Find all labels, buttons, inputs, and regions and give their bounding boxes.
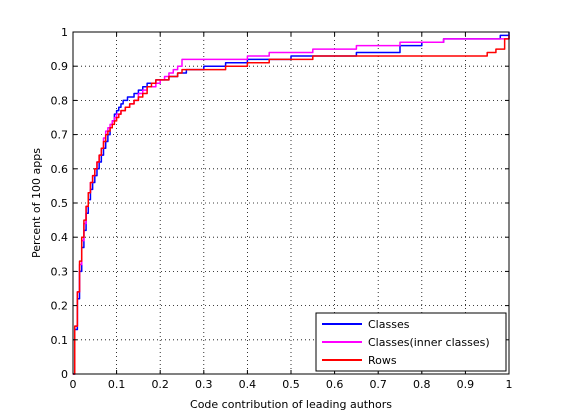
y-tick-label: 0.8 [51, 94, 69, 107]
x-tick-label: 0.5 [282, 378, 300, 391]
x-tick-label: 0.2 [151, 378, 169, 391]
series-line-classes [73, 32, 510, 375]
y-tick-label: 0.6 [51, 163, 69, 176]
y-tick-label: 0.4 [51, 231, 69, 244]
x-tick-label: 0.6 [326, 378, 344, 391]
y-tick-label: 0.7 [51, 129, 69, 142]
x-tick-label: 0 [70, 378, 77, 391]
y-tick-label: 0.1 [51, 334, 69, 347]
x-tick-label: 0.9 [457, 378, 475, 391]
legend-label-classes: Classes [368, 318, 410, 331]
x-tick-label: 0.1 [108, 378, 126, 391]
legend: Classes Classes(inner classes) Rows [315, 312, 507, 372]
y-tick-label: 0.3 [51, 265, 69, 278]
x-tick-label: 0.7 [369, 378, 387, 391]
x-tick-labels: 0 0.1 0.2 0.3 0.4 0.5 0.6 0.7 0.8 0.9 1 [70, 378, 513, 391]
y-tick-label: 0.2 [51, 300, 69, 313]
x-tick-label: 0.4 [239, 378, 257, 391]
series-lines [73, 32, 510, 375]
y-tick-label: 0.5 [51, 197, 69, 210]
y-axis-label: Percent of 100 apps [30, 148, 43, 258]
y-tick-label: 0.9 [51, 60, 69, 73]
legend-label-rows: Rows [368, 354, 397, 367]
x-tick-label: 1 [506, 378, 513, 391]
y-tick-label: 1 [61, 26, 68, 39]
series-line-rows [73, 35, 510, 375]
x-tick-label: 0.8 [413, 378, 431, 391]
x-axis-label: Code contribution of leading authors [190, 398, 392, 411]
x-tick-label: 0.3 [195, 378, 213, 391]
y-tick-labels: 0 0.1 0.2 0.3 0.4 0.5 0.6 0.7 0.8 0.9 1 [51, 26, 69, 381]
y-tick-label: 0 [61, 368, 68, 381]
axis-ticks [72, 31, 510, 375]
legend-label-inner-classes: Classes(inner classes) [368, 336, 490, 349]
